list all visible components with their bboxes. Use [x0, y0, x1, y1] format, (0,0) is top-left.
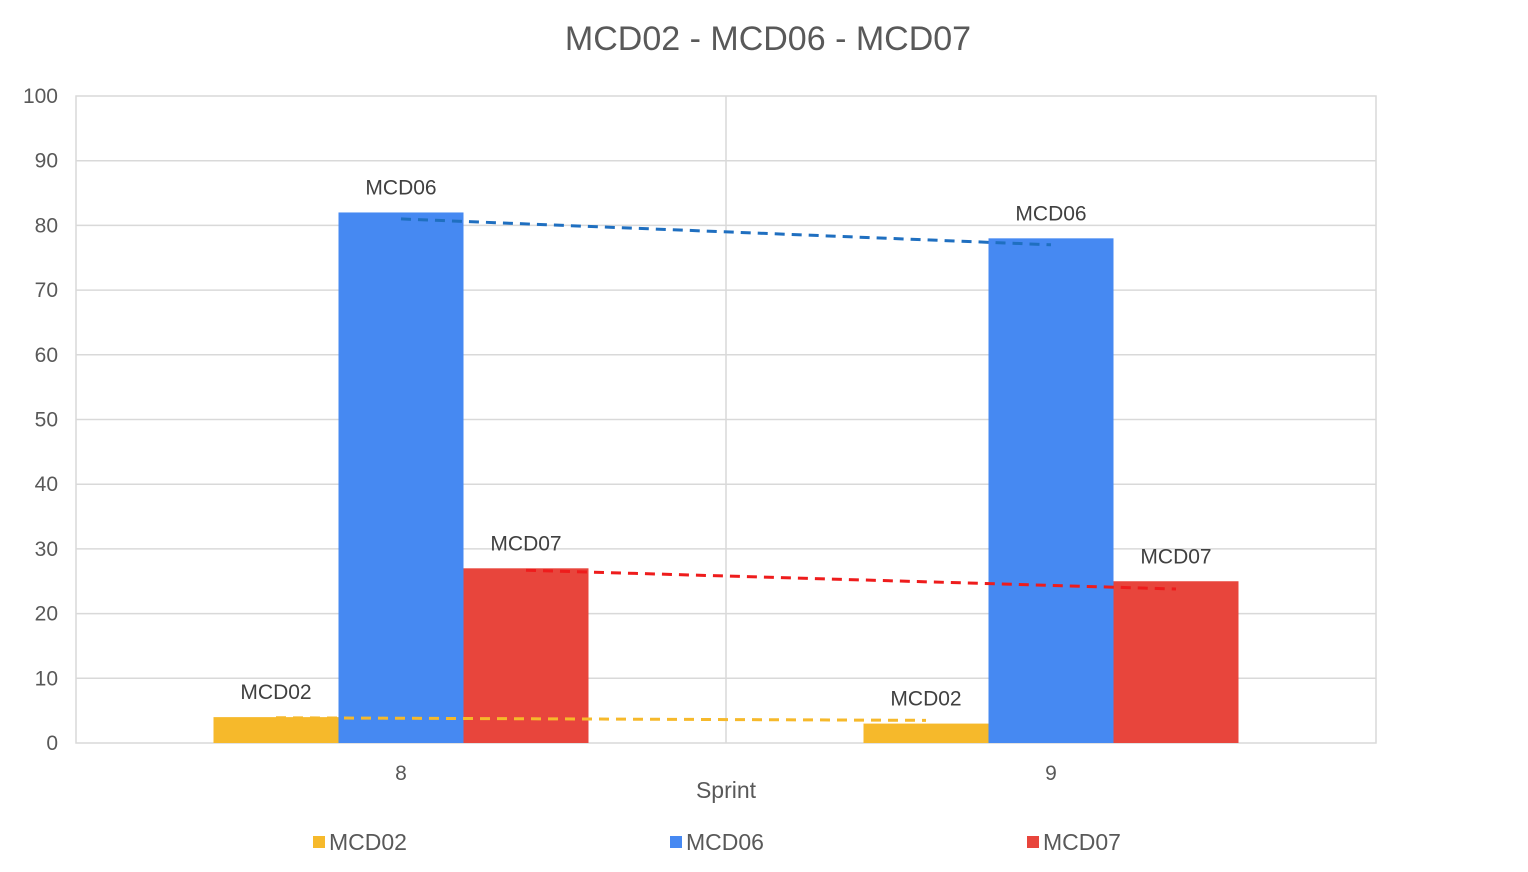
plot-frame [75, 95, 1377, 744]
y-tick-label: 10 [35, 667, 58, 690]
legend-swatch-mcd06 [670, 836, 682, 848]
gridlines [76, 96, 1376, 743]
legend-label: MCD06 [686, 829, 764, 855]
y-tick-label: 100 [23, 85, 58, 108]
bars [213, 212, 1239, 743]
bar-mcd07-9 [1113, 581, 1239, 743]
bar-mcd07-8 [463, 568, 589, 743]
data-label: MCD06 [1015, 202, 1086, 225]
trendline-mcd06 [400, 217, 1052, 247]
legend-swatch-mcd07 [1027, 836, 1039, 848]
y-tick-label: 40 [35, 473, 58, 496]
trendline-mcd07 [525, 568, 1177, 591]
x-tick-label: 8 [395, 762, 407, 785]
data-label: MCD07 [490, 532, 561, 555]
y-tick-label: 90 [35, 150, 58, 173]
bar-mcd06-8 [338, 212, 464, 743]
data-labels: MCD02 MCD06 MCD07 MCD02 MCD06 MCD07 [240, 176, 1211, 710]
bar-mcd06-9 [988, 238, 1114, 743]
bar-mcd02-9 [863, 723, 989, 743]
trendline-mcd02 [275, 716, 927, 722]
legend: MCD02 MCD06 MCD07 [313, 829, 1121, 855]
y-tick-label: 50 [35, 409, 58, 432]
y-tick-label: 60 [35, 344, 58, 367]
chart-title: MCD02 - MCD06 - MCD07 [565, 20, 971, 58]
legend-label: MCD07 [1043, 829, 1121, 855]
x-axis-title: Sprint [696, 777, 757, 803]
legend-label: MCD02 [329, 829, 407, 855]
y-axis-ticks: 0 10 20 30 40 50 60 70 80 90 100 [23, 85, 58, 755]
data-label: MCD02 [890, 688, 961, 711]
data-label: MCD02 [240, 681, 311, 704]
y-tick-label: 0 [46, 732, 58, 755]
y-tick-label: 70 [35, 279, 58, 302]
legend-swatch-mcd02 [313, 836, 325, 848]
y-tick-label: 30 [35, 538, 58, 561]
x-tick-label: 9 [1045, 762, 1057, 785]
data-label: MCD07 [1140, 545, 1211, 568]
trendlines [275, 217, 1177, 722]
data-label: MCD06 [365, 176, 436, 199]
y-tick-label: 20 [35, 603, 58, 626]
y-tick-label: 80 [35, 214, 58, 237]
bar-mcd02-8 [213, 717, 339, 743]
